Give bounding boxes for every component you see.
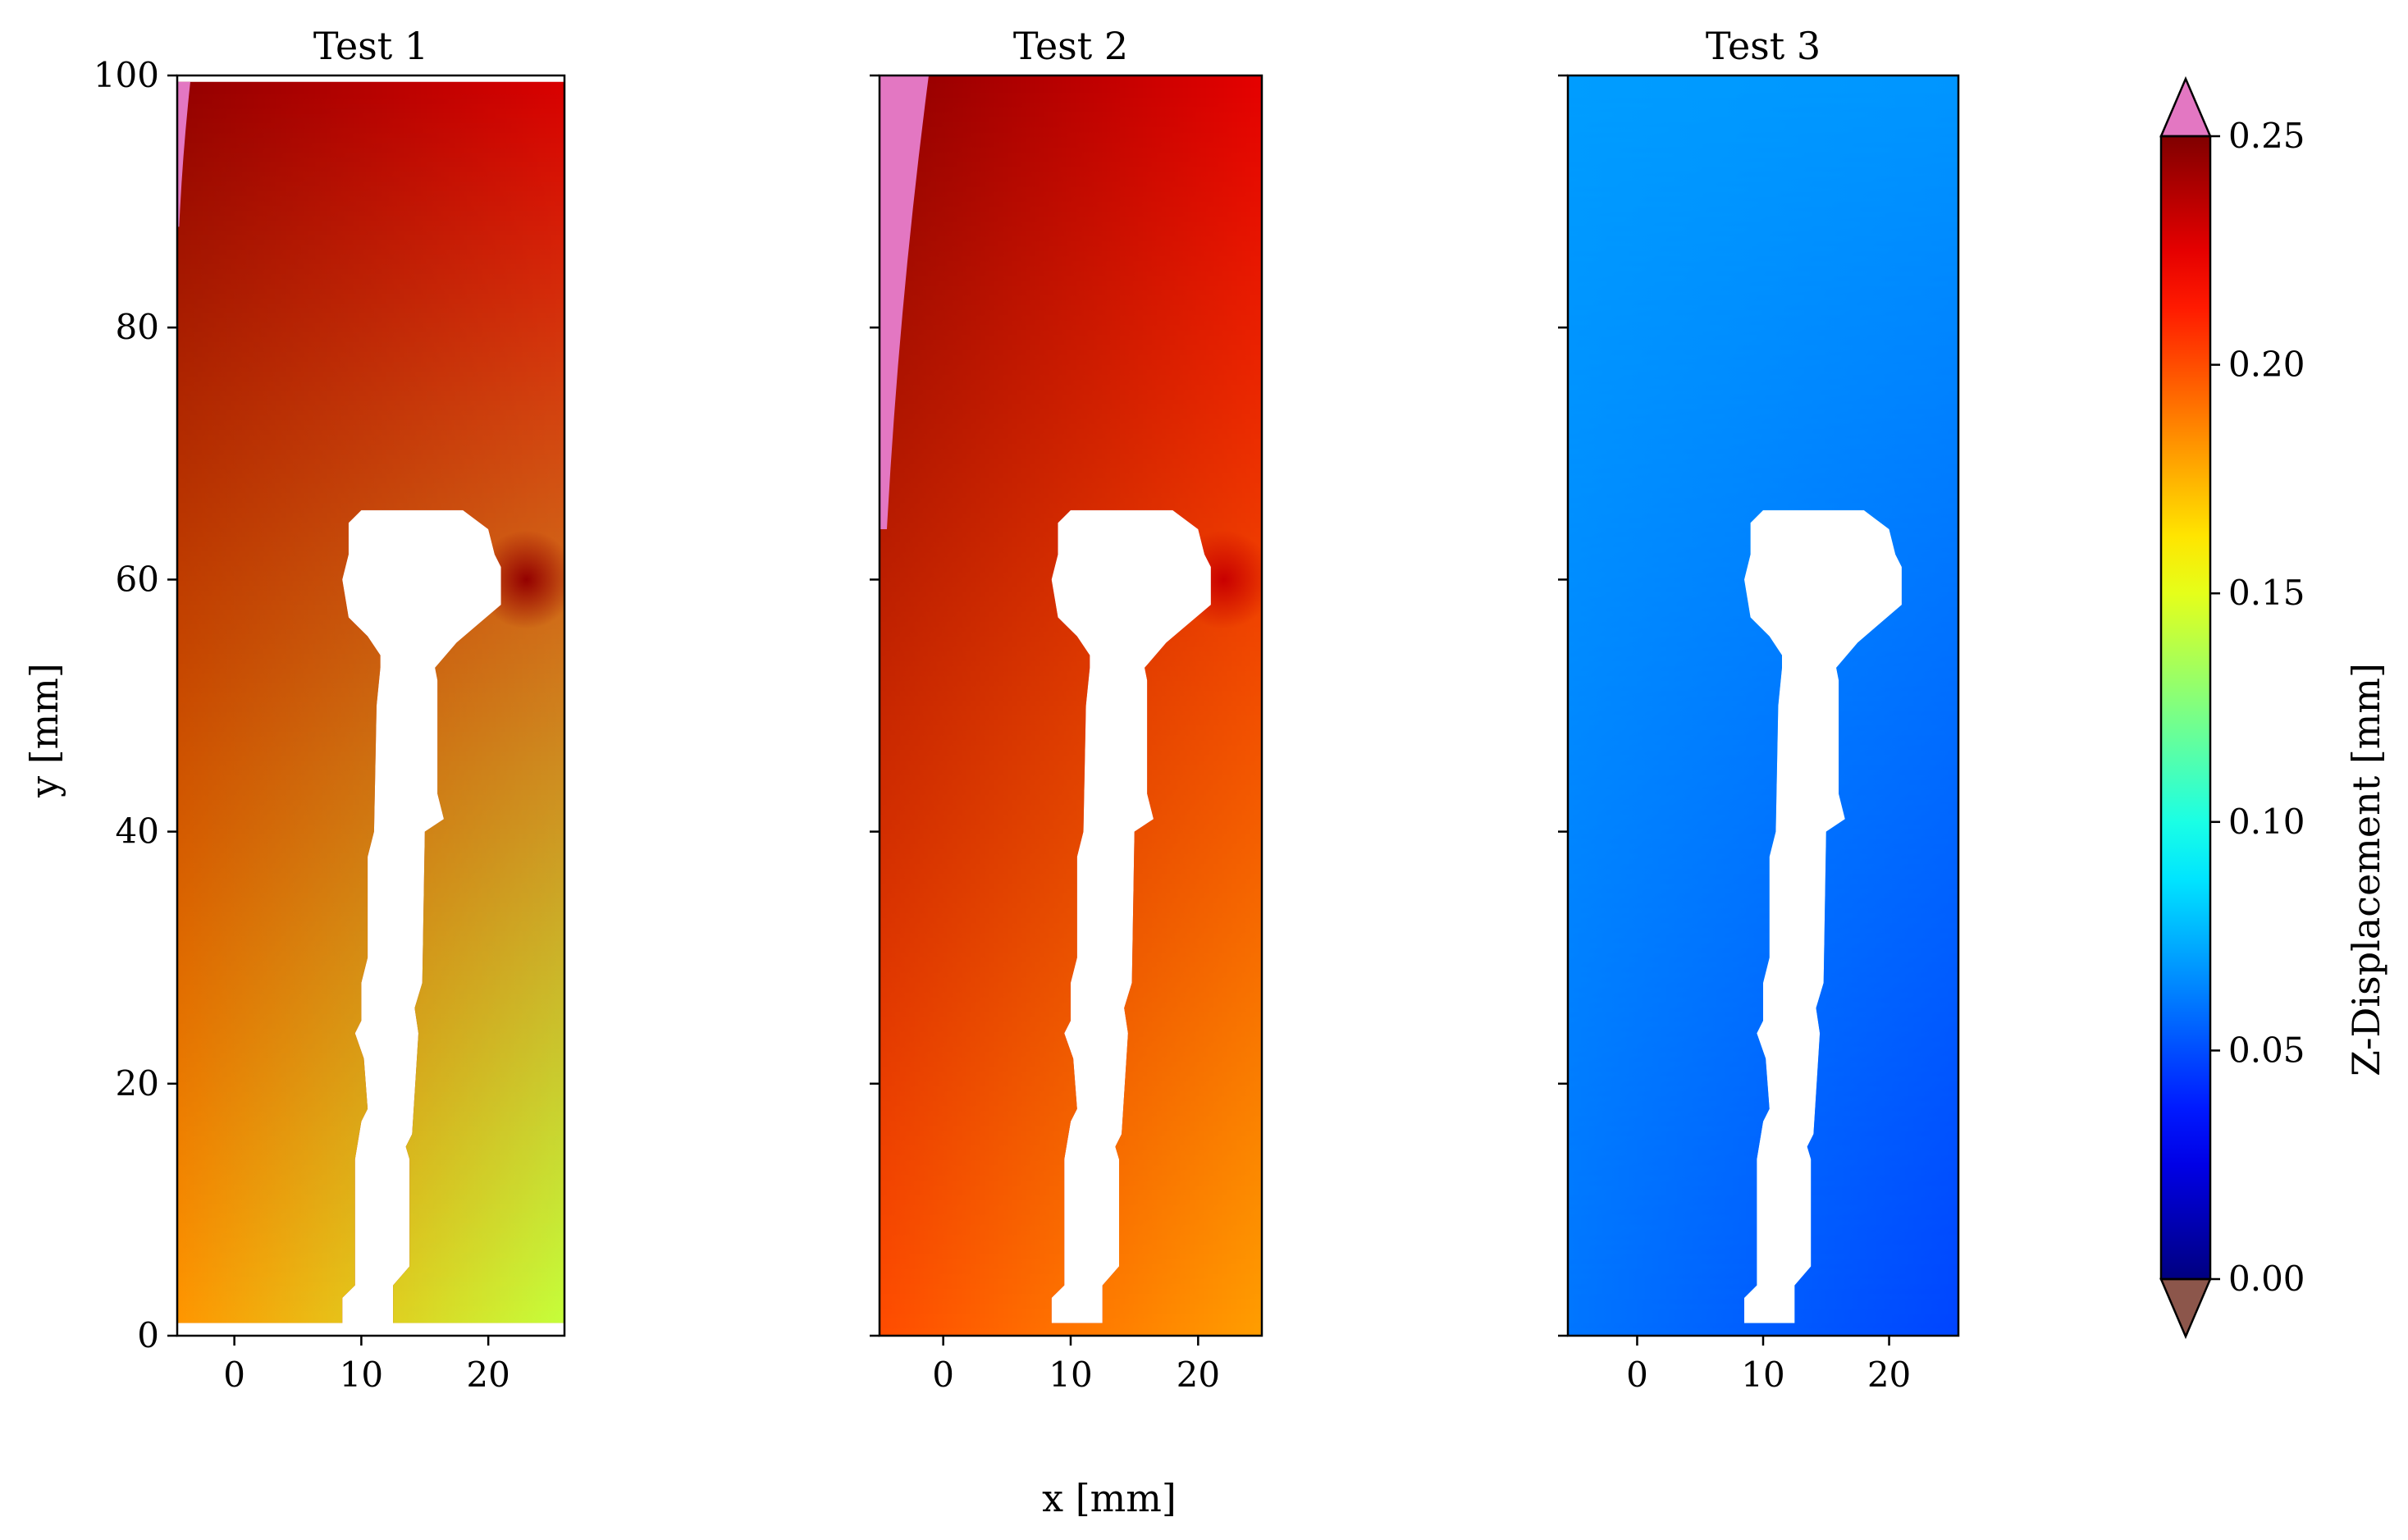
y-axis-label: y [mm] [22,663,66,798]
colorbar-tick-label: 0.10 [2228,802,2305,842]
colorbar-under-extension [2159,1277,2212,1340]
y-tick-label: 20 [116,1063,159,1104]
y-tick-label: 40 [116,811,159,852]
displacement-field-3 [1568,75,1958,1336]
x-tick-label: 0 [223,1355,245,1395]
x-axis-label: x [mm] [1042,1476,1177,1520]
notch-hotspot [1174,530,1262,629]
colorbar: 0.00 0.05 0.10 0.15 0.20 0.25 [2159,75,2305,1340]
panel-title: Test 2 [1013,24,1128,68]
displacement-field-1 [177,81,564,1323]
x-tick-label: 20 [1867,1355,1911,1395]
colorbar-tick-label: 0.25 [2228,116,2305,156]
colorbar-over-extension [2159,75,2212,138]
panel-3: Test 3 0 10 20 [1558,24,1960,1395]
over-range-region [880,75,929,529]
y-tick-label: 60 [116,559,159,599]
notch-hotspot [477,530,564,629]
x-tick-label: 0 [932,1355,954,1395]
y-tick-label: 100 [94,55,159,95]
colorbar-gradient [2161,136,2210,1279]
over-range-region [177,81,190,227]
y-tick-label: 0 [137,1315,159,1355]
y-tick-label: 80 [116,307,159,347]
panel-title: Test 3 [1706,24,1821,68]
colorbar-tick-label: 0.00 [2228,1259,2305,1299]
panel-1: Test 1 0 10 20 0 20 40 60 80 100 [94,24,566,1395]
panel-title: Test 1 [313,24,428,68]
x-tick-label: 20 [466,1355,509,1395]
x-tick-label: 0 [1626,1355,1648,1395]
panel-2: Test 2 0 10 20 [870,24,1263,1395]
x-tick-label: 10 [340,1355,383,1395]
colorbar-frame [2159,135,2212,1281]
x-tick-label: 10 [1741,1355,1784,1395]
colorbar-tick-label: 0.05 [2228,1030,2305,1070]
displacement-field-2 [880,75,1262,1336]
x-tick-label: 20 [1177,1355,1220,1395]
colorbar-tick-label: 0.20 [2228,345,2305,385]
axes-frame [176,74,566,1337]
x-tick-label: 10 [1049,1355,1092,1395]
colorbar-label: Z-Displacement [mm] [2344,663,2388,1076]
colorbar-tick-label: 0.15 [2228,573,2305,613]
